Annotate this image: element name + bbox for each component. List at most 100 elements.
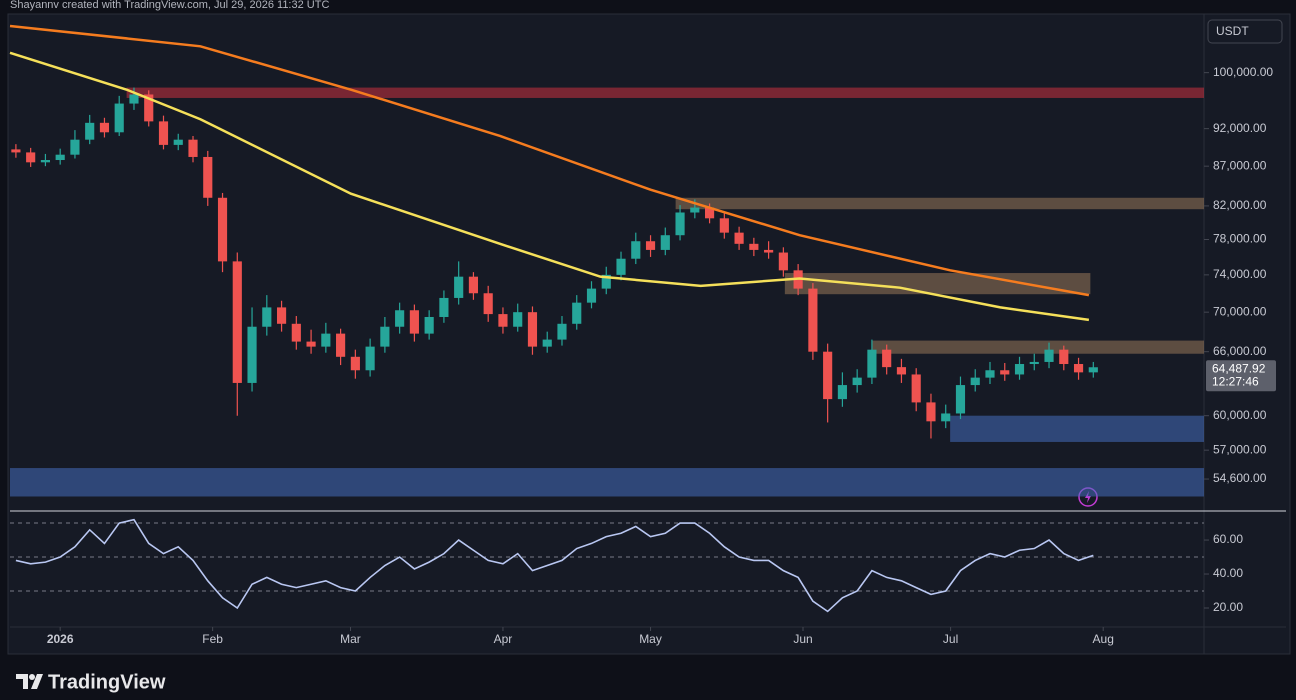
candle-body xyxy=(26,152,36,163)
rsi-line xyxy=(15,518,1094,613)
candle-body xyxy=(247,326,257,383)
zone xyxy=(784,273,1091,295)
candle-body xyxy=(660,235,670,250)
candle-body xyxy=(527,312,538,347)
x-tick-label: 2026 xyxy=(47,632,74,646)
countdown: 12:27:46 xyxy=(1212,374,1259,388)
currency: USDT xyxy=(1216,24,1249,38)
x-tick-label: Aug xyxy=(1093,632,1114,646)
candle-body xyxy=(55,154,65,161)
candle-body xyxy=(365,346,375,371)
candle-body xyxy=(336,333,346,357)
candle-body xyxy=(955,385,966,414)
y-tick-label: 87,000.00 xyxy=(1213,158,1267,172)
candle-body xyxy=(70,139,80,155)
candle-body xyxy=(158,121,169,145)
y-tick-label: 60.00 xyxy=(1213,532,1243,546)
y-tick-label: 40.00 xyxy=(1213,566,1243,580)
candle-body xyxy=(542,339,552,347)
candle-body xyxy=(896,367,907,375)
candle-body xyxy=(85,122,95,140)
candle-body xyxy=(144,94,154,122)
x-tick-label: May xyxy=(639,632,662,646)
candle-body xyxy=(513,312,523,327)
x-tick-label: Jun xyxy=(793,632,812,646)
candle-body xyxy=(1073,364,1084,373)
candle-body xyxy=(395,310,405,327)
candle-body xyxy=(586,288,597,303)
candle-body xyxy=(498,314,508,327)
candle-body xyxy=(690,207,700,213)
y-tick-label: 66,000.00 xyxy=(1213,344,1267,358)
y-tick-label: 20.00 xyxy=(1213,600,1243,614)
candle-body xyxy=(40,160,50,163)
candle-body xyxy=(468,276,479,294)
moving-average xyxy=(9,24,1090,297)
candle-body xyxy=(173,139,183,145)
candle-body xyxy=(675,212,685,236)
candle-body xyxy=(1044,349,1054,362)
y-tick-label: 78,000.00 xyxy=(1213,232,1267,246)
candle-body xyxy=(852,377,862,386)
candle-body xyxy=(306,341,316,347)
candle-body xyxy=(911,374,921,403)
candle-body xyxy=(882,349,892,368)
y-tick-label: 92,000.00 xyxy=(1213,121,1267,135)
candle-body xyxy=(1029,361,1039,365)
header: Shayannv created with TradingView.com, J… xyxy=(10,0,329,11)
y-tick-label: 60,000.00 xyxy=(1213,408,1267,422)
zone xyxy=(950,415,1204,442)
y-tick-label: 54,600.00 xyxy=(1213,471,1267,485)
candle-body xyxy=(350,356,360,371)
candle-body xyxy=(734,232,744,244)
y-tick-label: 57,000.00 xyxy=(1213,442,1267,456)
candle-body xyxy=(262,307,272,327)
candle-body xyxy=(808,288,818,352)
candle-body xyxy=(837,385,847,400)
candle-body xyxy=(114,103,124,133)
zone xyxy=(126,87,1204,98)
candle-body xyxy=(749,243,759,250)
candle-body xyxy=(764,249,774,253)
candle-body xyxy=(321,333,331,347)
x-tick-label: Feb xyxy=(202,632,223,646)
candle-body xyxy=(601,274,611,289)
candle-body xyxy=(867,349,877,378)
brand: TradingView xyxy=(48,671,166,693)
candle-body xyxy=(1059,349,1069,365)
candle-body xyxy=(572,302,582,324)
x-tick-label: Jul xyxy=(943,632,958,646)
brand-logo xyxy=(16,674,43,689)
candle-body xyxy=(232,261,242,383)
candle-body xyxy=(616,258,626,275)
candle-body xyxy=(823,351,833,400)
candle-body xyxy=(454,276,464,298)
candle-body xyxy=(926,402,936,422)
y-tick-label: 82,000.00 xyxy=(1213,198,1267,212)
last-price: 64,487.92 xyxy=(1212,361,1266,375)
candle-body xyxy=(99,122,110,133)
y-tick-label: 74,000.00 xyxy=(1213,267,1267,281)
candle-body xyxy=(778,252,788,271)
candle-body xyxy=(291,323,301,342)
candle-body xyxy=(203,156,213,198)
candle-body xyxy=(1088,367,1098,373)
candle-body xyxy=(276,307,287,324)
candle-body xyxy=(941,413,951,422)
candle-body xyxy=(631,241,641,259)
y-tick-label: 100,000.00 xyxy=(1213,65,1273,79)
candle-body xyxy=(645,241,656,250)
currency-box[interactable] xyxy=(1207,19,1283,44)
candle-body xyxy=(985,370,995,378)
candle-body xyxy=(970,377,980,386)
zone xyxy=(871,340,1204,354)
zone xyxy=(675,197,1204,210)
zone xyxy=(10,468,1204,497)
last-price-box xyxy=(1206,360,1276,392)
x-tick-label: Apr xyxy=(494,632,513,646)
candle-body xyxy=(704,207,715,219)
candle-body xyxy=(439,297,449,317)
candle-body xyxy=(380,326,390,347)
candle-body xyxy=(719,218,729,233)
